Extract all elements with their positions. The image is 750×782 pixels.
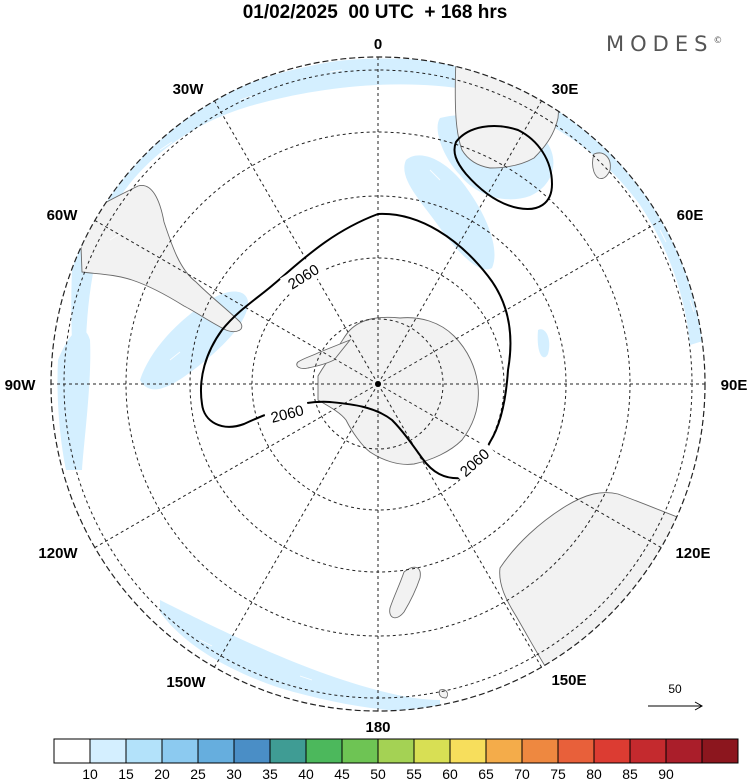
colorbar-label: 65 xyxy=(478,766,494,782)
colorbar-swatch xyxy=(161,738,199,764)
colorbar-swatch xyxy=(341,738,379,764)
map-title: 01/02/2025 00 UTC + 168 hrs xyxy=(242,2,508,23)
colorbar-label: 70 xyxy=(514,766,530,782)
lon-label-120e: 120E xyxy=(675,545,710,562)
lon-label-120w: 120W xyxy=(38,545,78,562)
colorbar-swatch xyxy=(89,738,127,764)
south-america xyxy=(79,185,243,333)
new-zealand xyxy=(389,566,421,619)
lon-label-0: 0 xyxy=(374,36,382,53)
lon-label-60e: 60E xyxy=(677,207,704,224)
colorbar-swatch xyxy=(305,738,343,764)
colorbar-swatch xyxy=(53,738,91,764)
colorbar-swatch xyxy=(593,738,631,764)
colorbar: 10 15 20 25 30 35 40 45 50 55 60 65 70 75 80 85 90 xyxy=(53,738,739,782)
colorbar-label: 20 xyxy=(154,766,170,782)
geopotential-contours xyxy=(200,125,554,480)
colorbar-label: 90 xyxy=(658,766,674,782)
colorbar-label: 35 xyxy=(262,766,278,782)
australia xyxy=(499,492,705,691)
colorbar-label: 45 xyxy=(334,766,350,782)
colorbar-swatch xyxy=(629,738,667,764)
lon-label-180: 180 xyxy=(365,719,390,736)
antarctic-peninsula xyxy=(296,338,352,369)
copyright-mark: © xyxy=(713,36,723,46)
colorbar-swatch xyxy=(413,738,451,764)
colorbar-swatch xyxy=(701,738,739,764)
colorbar-label: 30 xyxy=(226,766,242,782)
contour-2060-main xyxy=(200,212,512,480)
colorbar-swatch xyxy=(197,738,235,764)
lon-label-150e: 150E xyxy=(551,672,586,689)
colorbar-swatch xyxy=(521,738,559,764)
map-border xyxy=(50,56,706,712)
lon-label-30e: 30E xyxy=(552,81,579,98)
contour-2060-africa xyxy=(453,125,554,210)
colorbar-label: 60 xyxy=(442,766,458,782)
colorbar-label: 40 xyxy=(298,766,314,782)
lon-label-90w: 90W xyxy=(5,377,37,394)
vector-reference-arrow xyxy=(648,701,704,711)
brand-name: MODES xyxy=(606,32,714,56)
brand-logo: MODES© xyxy=(606,32,722,56)
colorbar-label: 25 xyxy=(190,766,206,782)
colorbar-label: 10 xyxy=(82,766,98,782)
colorbar-swatch xyxy=(449,738,487,764)
colorbar-label: 80 xyxy=(586,766,602,782)
madagascar xyxy=(592,152,611,179)
colorbar-swatch xyxy=(233,738,271,764)
colorbar-swatch xyxy=(377,738,415,764)
lon-label-60w: 60W xyxy=(47,207,79,224)
colorbar-swatch xyxy=(269,738,307,764)
south-pole-marker xyxy=(375,381,381,387)
colorbar-label: 75 xyxy=(550,766,566,782)
lon-label-30w: 30W xyxy=(173,81,205,98)
vector-reference-label: 50 xyxy=(668,682,682,696)
colorbar-label: 85 xyxy=(622,766,638,782)
lon-label-90e: 90E xyxy=(721,377,748,394)
antarctica xyxy=(317,316,479,465)
colorbar-label: 15 xyxy=(118,766,134,782)
colorbar-label: 55 xyxy=(406,766,422,782)
colorbar-swatch xyxy=(665,738,703,764)
colorbar-swatch xyxy=(485,738,523,764)
colorbar-swatch xyxy=(125,738,163,764)
lon-label-150w: 150W xyxy=(166,674,206,691)
colorbar-swatch xyxy=(557,738,595,764)
meridians xyxy=(51,57,705,711)
colorbar-label: 50 xyxy=(370,766,386,782)
map-disk xyxy=(51,57,705,711)
